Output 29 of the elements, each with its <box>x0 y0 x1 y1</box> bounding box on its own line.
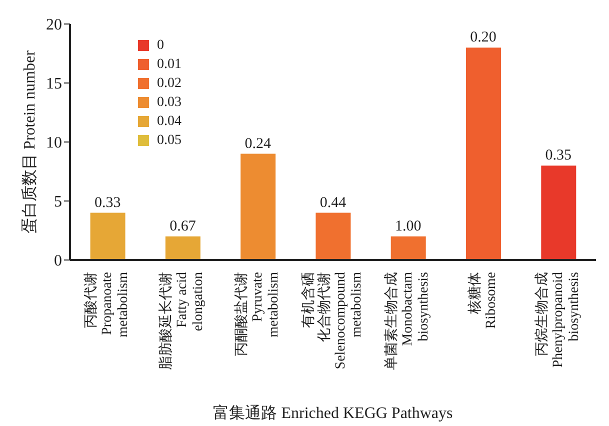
annotation: 0.35 <box>545 148 572 164</box>
y-tick-label: 15 <box>46 76 62 93</box>
annotation: 0.67 <box>170 218 196 234</box>
bar <box>466 48 502 260</box>
annotation: 0.20 <box>470 30 496 46</box>
legend-label: 0 <box>157 38 164 54</box>
legend-label: 0.01 <box>157 56 182 72</box>
bar <box>90 212 126 260</box>
x-tick-label: 丙酸代谢 Propanoate metabolism <box>83 272 132 338</box>
y-tick-label: 20 <box>46 16 62 34</box>
y-axis-title: 蛋白质数目 Protein number <box>20 50 38 234</box>
bar <box>240 154 276 260</box>
bar <box>165 236 200 260</box>
y-tick-label: 0 <box>54 252 62 270</box>
y-tick-label: 5 <box>54 194 62 211</box>
annotation: 0.44 <box>320 194 347 211</box>
legend-label: 0.03 <box>157 94 182 110</box>
annotation: 1.00 <box>395 218 422 234</box>
x-axis-title: 富集通路 Enriched KEGG Pathways <box>213 404 453 422</box>
annotation: 0.33 <box>94 194 121 211</box>
bar <box>316 212 351 260</box>
y-tick-label: 10 <box>46 134 62 152</box>
bar <box>390 236 426 260</box>
legend-label: 0.02 <box>157 76 182 92</box>
legend-label: 0.05 <box>157 132 182 148</box>
annotation: 0.24 <box>244 136 272 152</box>
x-tick-label: 丙烷生物合成 Phenylpropanoid biosynthesis <box>534 272 582 368</box>
legend-label: 0.04 <box>157 114 182 130</box>
bar <box>541 166 576 260</box>
